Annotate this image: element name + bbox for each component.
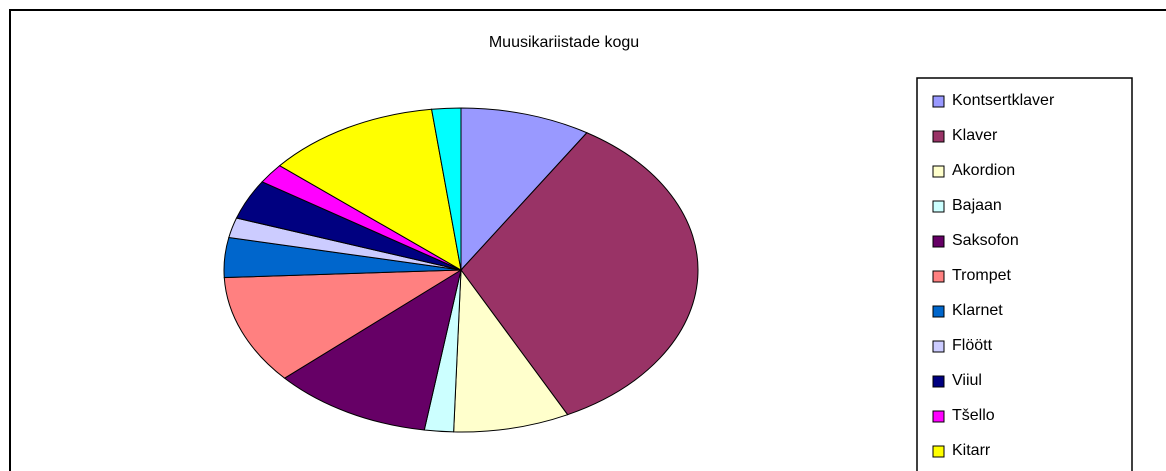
legend-swatch <box>932 200 945 213</box>
legend-label: Klaver <box>952 127 998 144</box>
legend-label: Kitarr <box>952 442 991 459</box>
legend-label: Flöött <box>952 337 993 354</box>
legend-label: Bajaan <box>952 197 1002 214</box>
legend-label: Trompet <box>952 267 1012 284</box>
pie-slice <box>278 108 462 271</box>
legend-label: Viiul <box>952 372 982 389</box>
legend-swatch <box>932 270 945 283</box>
legend-swatch <box>932 445 945 458</box>
legend-swatch <box>932 95 945 108</box>
chart-title: Muusikariistade kogu <box>489 34 639 51</box>
legend-swatch <box>932 375 945 388</box>
legend-swatch <box>932 305 945 318</box>
pie-slice <box>460 107 588 272</box>
legend-swatch <box>932 340 945 353</box>
legend-label: Tšello <box>952 407 995 424</box>
legend-label: Kontsertklaver <box>952 92 1055 109</box>
legend-swatch <box>932 410 945 423</box>
pie-slice <box>283 268 462 431</box>
legend-box <box>916 77 1133 471</box>
legend-swatch <box>932 165 945 178</box>
pie-slice <box>430 107 462 271</box>
pie-slice <box>453 268 569 433</box>
legend-swatch <box>932 130 945 143</box>
pie-slice <box>223 269 463 379</box>
legend-label: Klarnet <box>952 302 1003 319</box>
legend-label: Saksofon <box>952 232 1019 249</box>
pie-slice <box>460 132 699 416</box>
legend-label: Akordion <box>952 162 1015 179</box>
legend-swatch <box>932 235 945 248</box>
